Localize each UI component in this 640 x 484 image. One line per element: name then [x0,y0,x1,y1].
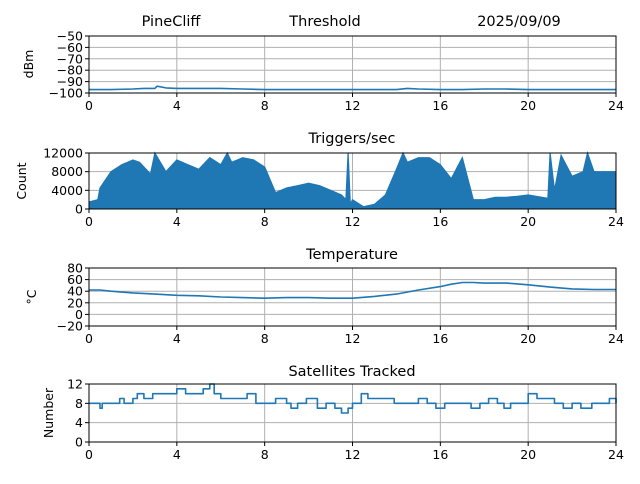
figure-title: Threshold [288,14,360,30]
temperature-ytick-label: 0 [75,307,83,322]
satellites-panel: Satellites Tracked Number 0 4 8 12 16 20 24 0 4 8… [41,364,624,462]
triggers-xtick-label: 16 [432,214,448,229]
temperature-xtick-label: 0 [85,331,93,346]
triggers-xtick-label: 20 [520,214,536,229]
triggers-xtick-label: 12 [345,214,361,229]
satellites-ytick-label: 12 [67,377,83,392]
figure-date: 2025/09/09 [477,14,561,30]
satellites-ylabel: Number [41,387,56,438]
temperature-xtick-label: 24 [608,331,624,346]
temperature-panel-title: Temperature [305,247,398,263]
threshold-ytick-label: −90 [57,74,83,89]
satellites-xtick-label: 4 [173,447,181,462]
triggers-xtick-label: 24 [608,214,624,229]
satellites-xtick-label: 16 [432,447,448,462]
temperature-ytick-label: −20 [57,319,83,334]
threshold-xtick-label: 8 [261,98,269,113]
temperature-xtick-label: 8 [261,331,269,346]
triggers-series-line [88,150,616,208]
temperature-ytick-label: 20 [67,295,83,310]
threshold-xtick-label: 24 [608,98,624,113]
temperature-xtick-label: 12 [345,331,361,346]
satellites-xtick-label: 20 [520,447,536,462]
threshold-ytick-label: −50 [57,29,83,44]
threshold-xtick-label: 16 [432,98,448,113]
threshold-panel: dBm 0 4 8 12 16 20 24 −100−90−80−70−60−50 [21,29,624,114]
triggers-ytick-label: 4000 [51,183,83,198]
threshold-ytick-label: −60 [57,40,83,55]
satellites-series-line [89,383,617,414]
triggers-panel: Triggers/sec Count 0 4 8 12 16 20 24 0 4000 8000 1… [14,131,624,229]
threshold-ytick-label: −70 [57,51,83,66]
temperature-xtick-label: 20 [520,331,536,346]
satellites-panel-title: Satellites Tracked [288,364,415,380]
temperature-ytick-label: 60 [67,272,83,287]
threshold-xtick-label: 0 [85,98,93,113]
triggers-ylabel: Count [14,162,29,199]
triggers-panel-title: Triggers/sec [308,131,396,147]
threshold-xtick-label: 4 [173,98,181,113]
satellites-xtick-label: 12 [345,447,361,462]
satellites-xtick-label: 0 [85,447,93,462]
temperature-series-line [89,281,616,299]
threshold-ytick-label: −100 [49,86,83,101]
threshold-series-line [89,85,616,91]
satellites-xtick-label: 24 [608,447,624,462]
threshold-ylabel: dBm [21,50,36,79]
station-name: PineCliff [142,14,202,30]
triggers-xtick-label: 4 [173,214,181,229]
satellites-ytick-label: 8 [75,396,83,411]
temperature-ytick-label: 80 [67,261,83,276]
satellites-ytick-label: 0 [75,435,83,450]
temperature-xtick-label: 16 [432,331,448,346]
threshold-xtick-label: 20 [520,98,536,113]
temperature-xtick-label: 4 [173,331,181,346]
satellites-xtick-label: 8 [261,447,269,462]
temperature-ytick-label: 40 [67,284,83,299]
triggers-ytick-label: 8000 [51,164,83,179]
triggers-xtick-label: 8 [261,214,269,229]
triggers-ytick-label: 0 [75,202,83,217]
triggers-series-area [89,153,616,209]
satellites-ytick-label: 4 [75,415,83,430]
threshold-ytick-label: −80 [57,63,83,78]
temperature-ylabel: °C [24,289,39,304]
threshold-xtick-label: 12 [345,98,361,113]
triggers-xtick-label: 0 [85,214,93,229]
triggers-ytick-label: 12000 [43,146,83,161]
